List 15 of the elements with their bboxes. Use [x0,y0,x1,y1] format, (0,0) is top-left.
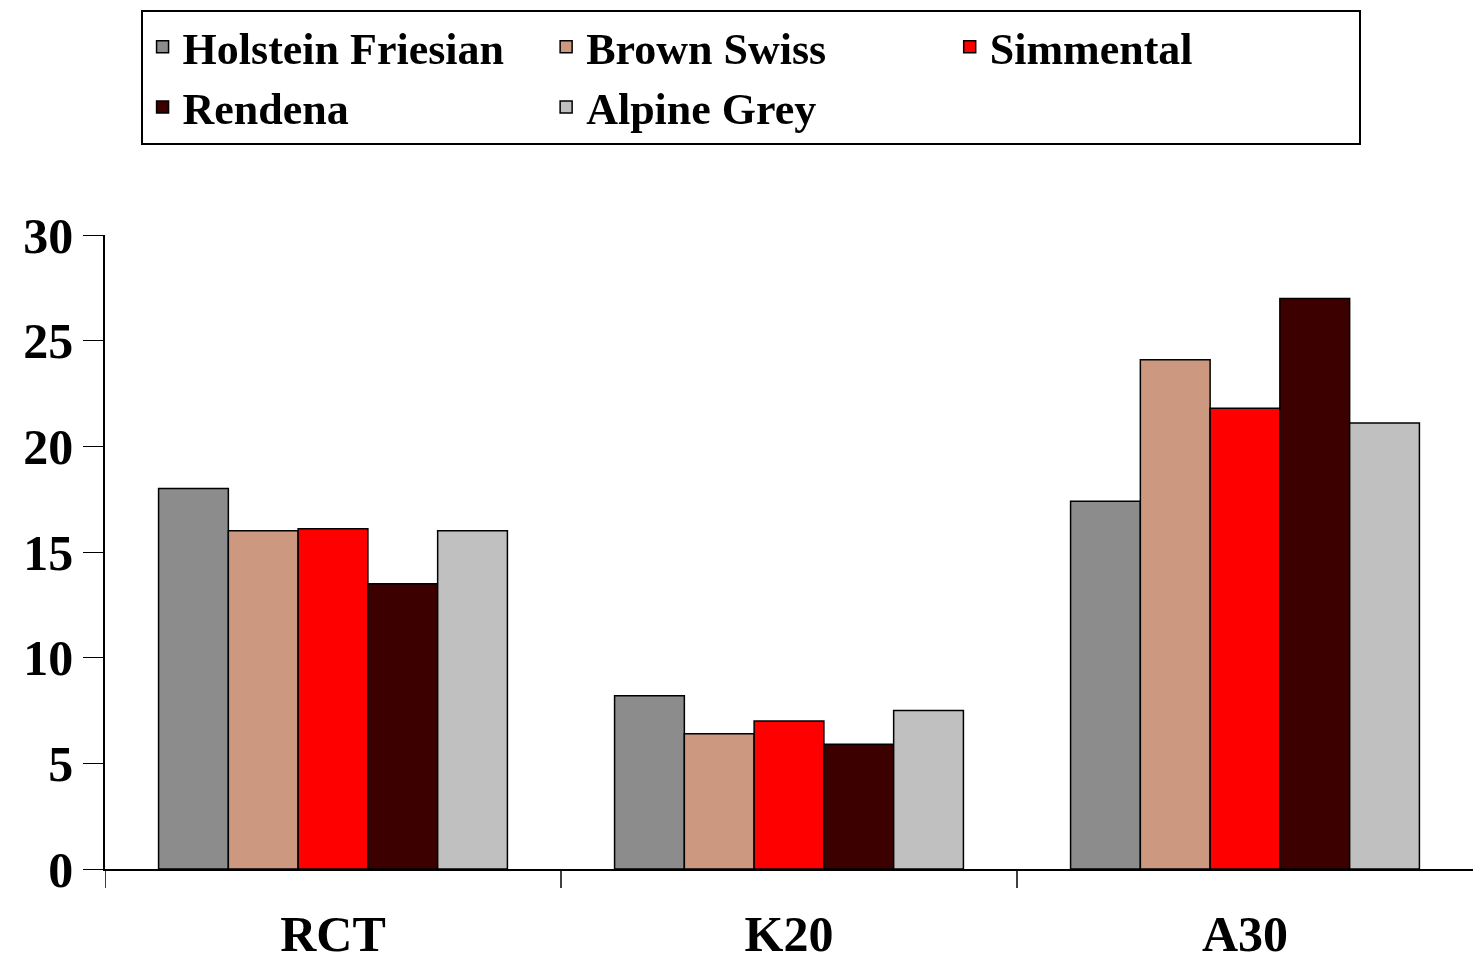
x-tick-label: K20 [744,905,834,962]
legend-label: Alpine Grey [586,85,817,135]
y-tick-label: 0 [48,841,74,898]
legend-label: Brown Swiss [586,24,827,74]
y-tick-label: 30 [23,207,74,264]
y-tick-label: 15 [23,524,74,581]
legend-label: Simmental [989,24,1193,74]
y-tick-label: 25 [23,313,74,370]
y-tick-label: 10 [23,630,74,687]
x-tick-label: RCT [280,905,386,962]
legend-label: Rendena [182,85,349,135]
y-tick-label: 5 [48,735,74,792]
y-tick-label: 20 [23,418,74,475]
legend-label: Holstein Friesian [182,24,505,74]
x-tick-label: A30 [1201,905,1289,962]
